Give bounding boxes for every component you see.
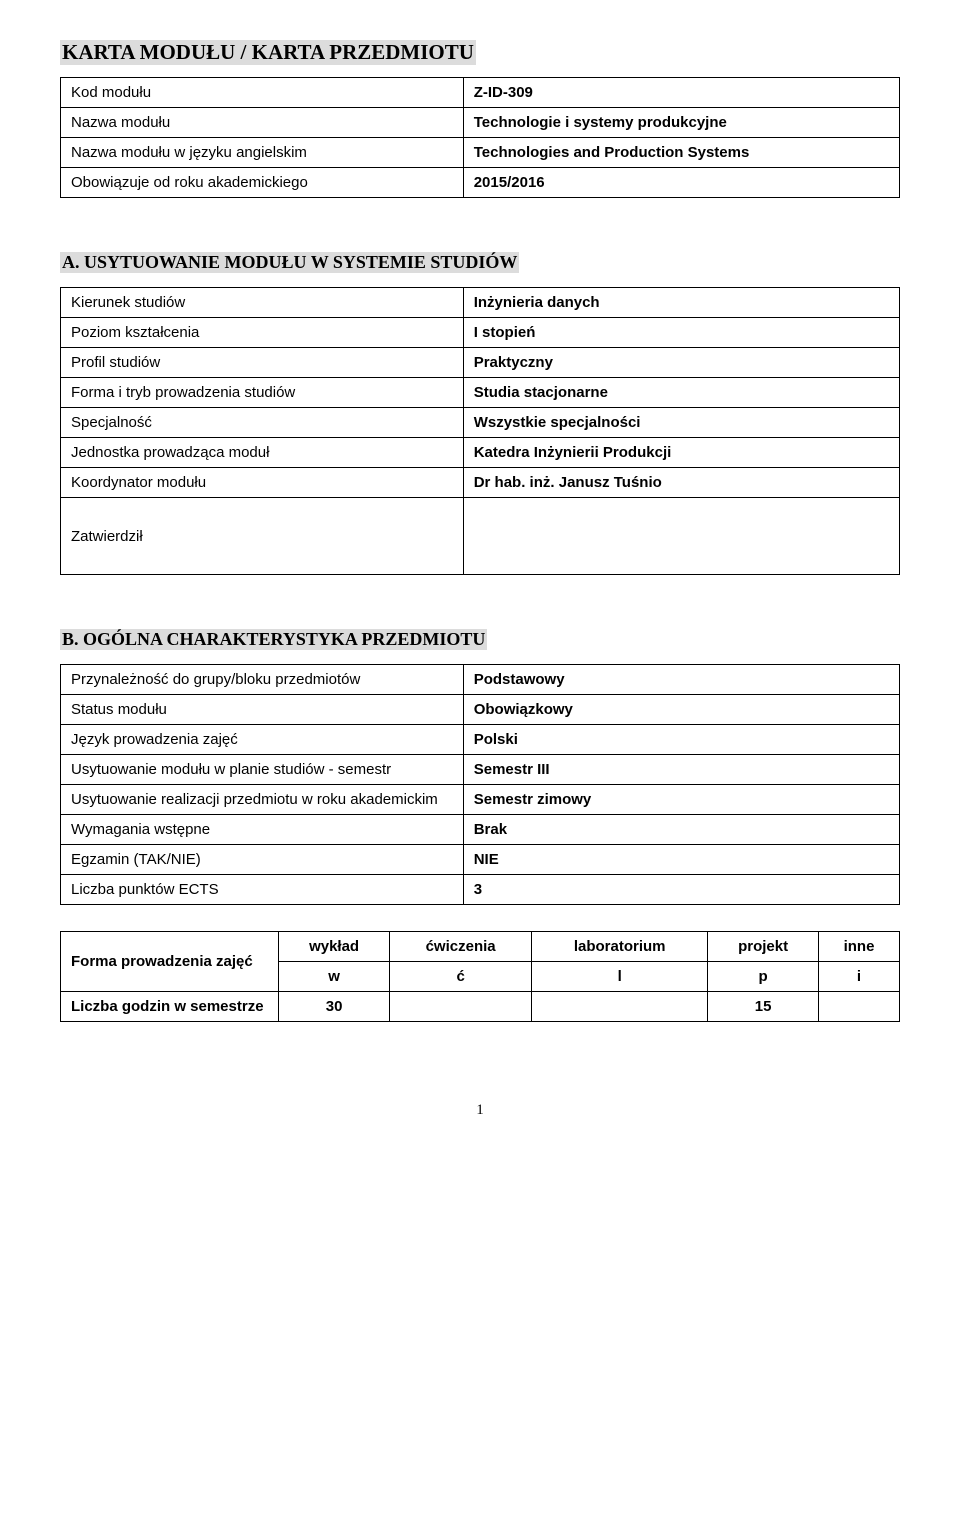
forma-hours-value: 15 [708, 992, 819, 1022]
sec-a-approval-label: Zatwierdził [61, 498, 464, 575]
section-b-table: Przynależność do grupy/bloku przedmiotów… [60, 664, 900, 905]
sec-b-row-label: Język prowadzenia zajęć [61, 725, 464, 755]
sec-b-row-value: Obowiązkowy [463, 695, 899, 725]
sec-b-row-label: Egzamin (TAK/NIE) [61, 845, 464, 875]
sec-b-row-value: Semestr zimowy [463, 785, 899, 815]
forma-col-header: inne [819, 932, 900, 962]
intro-row-value: 2015/2016 [463, 168, 899, 198]
forma-col-header: laboratorium [532, 932, 708, 962]
forma-table: Forma prowadzenia zajęć wykład ćwiczenia… [60, 931, 900, 1022]
forma-col-code: w [279, 962, 390, 992]
sec-a-approval-value [463, 498, 899, 575]
sec-a-row-value: Inżynieria danych [463, 288, 899, 318]
sec-a-row-value: I stopień [463, 318, 899, 348]
sec-a-row-label: Poziom kształcenia [61, 318, 464, 348]
intro-row-label: Nazwa modułu [61, 108, 464, 138]
sec-b-row-value: Semestr III [463, 755, 899, 785]
sec-a-row-label: Forma i tryb prowadzenia studiów [61, 378, 464, 408]
sec-b-row-value: NIE [463, 845, 899, 875]
sec-a-row-label: Specjalność [61, 408, 464, 438]
sec-a-row-label: Profil studiów [61, 348, 464, 378]
sec-a-row-label: Kierunek studiów [61, 288, 464, 318]
sec-b-row-label: Wymagania wstępne [61, 815, 464, 845]
forma-col-header: wykład [279, 932, 390, 962]
intro-row-value: Technologies and Production Systems [463, 138, 899, 168]
sec-b-row-label: Usytuowanie modułu w planie studiów - se… [61, 755, 464, 785]
forma-col-code: l [532, 962, 708, 992]
intro-row-value: Technologie i systemy produkcyjne [463, 108, 899, 138]
forma-col-code: p [708, 962, 819, 992]
sec-a-row-value: Wszystkie specjalności [463, 408, 899, 438]
sec-b-row-label: Przynależność do grupy/bloku przedmiotów [61, 665, 464, 695]
section-a-table: Kierunek studiów Inżynieria danych Pozio… [60, 287, 900, 575]
sec-b-row-label: Liczba punktów ECTS [61, 875, 464, 905]
sec-a-row-value: Praktyczny [463, 348, 899, 378]
page-number: 1 [60, 1102, 900, 1119]
sec-a-row-label: Koordynator modułu [61, 468, 464, 498]
sec-a-row-value: Katedra Inżynierii Produkcji [463, 438, 899, 468]
sec-b-row-value: 3 [463, 875, 899, 905]
intro-table: Kod modułu Z-ID-309 Nazwa modułu Technol… [60, 77, 900, 198]
sec-a-row-value: Studia stacjonarne [463, 378, 899, 408]
intro-row-label: Nazwa modułu w języku angielskim [61, 138, 464, 168]
forma-header-label: Forma prowadzenia zajęć [61, 932, 279, 992]
forma-hours-value [390, 992, 532, 1022]
sec-b-row-value: Podstawowy [463, 665, 899, 695]
intro-row-value: Z-ID-309 [463, 78, 899, 108]
forma-hours-value [819, 992, 900, 1022]
intro-row-label: Kod modułu [61, 78, 464, 108]
sec-b-row-label: Status modułu [61, 695, 464, 725]
sec-a-row-label: Jednostka prowadząca moduł [61, 438, 464, 468]
intro-row-label: Obowiązuje od roku akademickiego [61, 168, 464, 198]
sec-b-row-value: Polski [463, 725, 899, 755]
forma-col-header: projekt [708, 932, 819, 962]
forma-hours-label: Liczba godzin w semestrze [61, 992, 279, 1022]
section-b-heading: B. OGÓLNA CHARAKTERYSTYKA PRZEDMIOTU [60, 629, 487, 650]
forma-hours-value: 30 [279, 992, 390, 1022]
forma-col-code: ć [390, 962, 532, 992]
sec-a-row-value: Dr hab. inż. Janusz Tuśnio [463, 468, 899, 498]
sec-b-row-value: Brak [463, 815, 899, 845]
doc-title: KARTA MODUŁU / KARTA PRZEDMIOTU [60, 40, 476, 65]
sec-b-row-label: Usytuowanie realizacji przedmiotu w roku… [61, 785, 464, 815]
forma-hours-value [532, 992, 708, 1022]
forma-col-code: i [819, 962, 900, 992]
forma-col-header: ćwiczenia [390, 932, 532, 962]
section-a-heading: A. USYTUOWANIE MODUŁU W SYSTEMIE STUDIÓW [60, 252, 519, 273]
